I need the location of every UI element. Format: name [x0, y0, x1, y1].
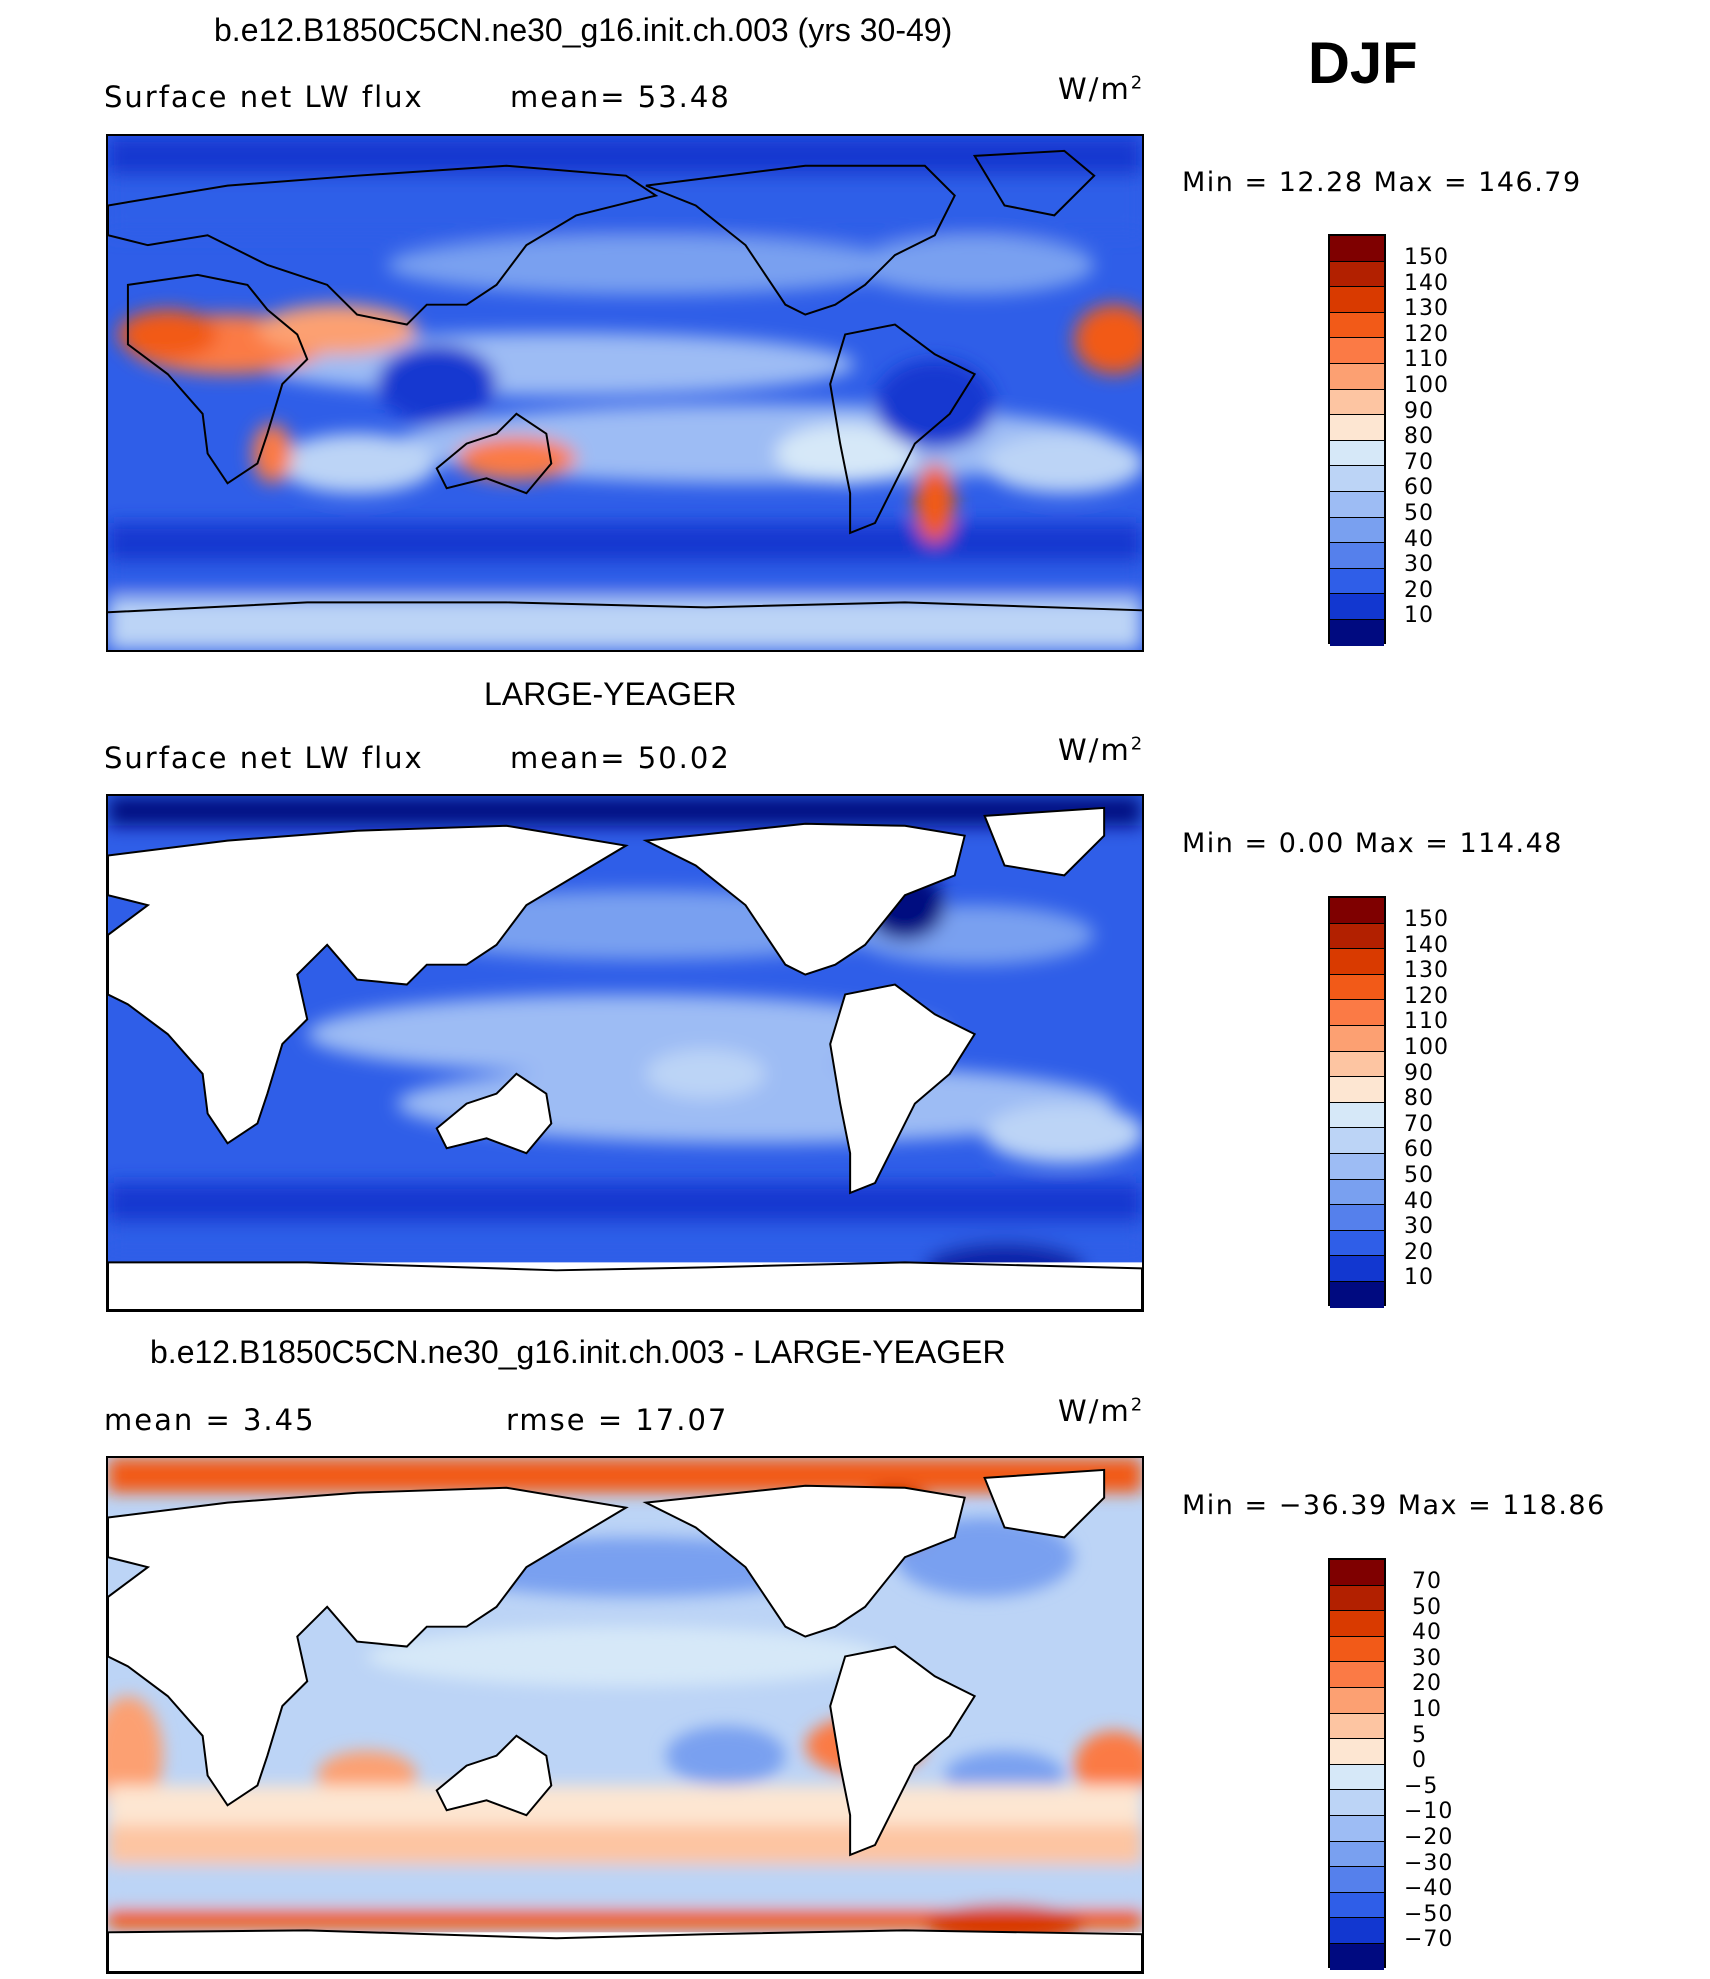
panel1-cb-label: 30 [1404, 552, 1434, 577]
panel1-field-label: Surface net LW flux [104, 80, 424, 114]
panel2-cb-label: 140 [1404, 933, 1449, 958]
panel2-minmax: Min = 0.00 Max = 114.48 [1182, 828, 1563, 859]
panel1-colorbar [1328, 234, 1386, 646]
panel3-rmse-label: rmse = 17.07 [506, 1403, 729, 1437]
panel3-cb-label: −10 [1404, 1799, 1454, 1824]
panel3-cb-label: −20 [1404, 1825, 1454, 1850]
panel1-cb-label: 80 [1404, 424, 1434, 449]
panel2-cb-label: 120 [1404, 984, 1449, 1009]
panel2-cb-label: 150 [1404, 907, 1449, 932]
panel3-cb-label: 50 [1412, 1595, 1442, 1620]
panel1-cb-label: 130 [1404, 296, 1449, 321]
panel2-cb-label: 40 [1404, 1189, 1434, 1214]
panel3-cb-label: −5 [1404, 1774, 1439, 1799]
panel3-cb-label: 10 [1412, 1697, 1442, 1722]
panel2-cb-label: 90 [1404, 1061, 1434, 1086]
panel1-cb-label: 110 [1404, 347, 1449, 372]
panel3-minmax: Min = −36.39 Max = 118.86 [1182, 1490, 1606, 1521]
panel1-units: W/m2 [1058, 72, 1143, 106]
panel1-map [106, 134, 1144, 652]
panel1-cb-label: 140 [1404, 271, 1449, 296]
panel2-field-label: Surface net LW flux [104, 741, 424, 775]
panel2-title: LARGE-YEAGER [484, 676, 737, 712]
panel1-title: b.e12.B1850C5CN.ne30_g16.init.ch.003 (yr… [214, 12, 953, 48]
panel1-mean-label: mean= 53.48 [510, 80, 731, 114]
panel2-cb-label: 130 [1404, 958, 1449, 983]
panel3-title: b.e12.B1850C5CN.ne30_g16.init.ch.003 - L… [150, 1334, 1006, 1370]
panel3-cb-label: 0 [1412, 1748, 1427, 1773]
panel1-cb-label: 40 [1404, 527, 1434, 552]
panel3-colorbar [1328, 1558, 1386, 1970]
panel3-map [106, 1456, 1144, 1974]
panel2-cb-label: 30 [1404, 1214, 1434, 1239]
panel2-cb-label: 100 [1404, 1035, 1449, 1060]
panel3-cb-label: 20 [1412, 1671, 1442, 1696]
panel3-cb-label: −40 [1404, 1876, 1454, 1901]
panel3-units: W/m2 [1058, 1394, 1143, 1428]
panel3-cb-label: 40 [1412, 1620, 1442, 1645]
season-label: DJF [1308, 31, 1418, 96]
panel2-cb-label: 10 [1404, 1265, 1434, 1290]
panel3-cb-label: 70 [1412, 1569, 1442, 1594]
panel2-mean-label: mean= 50.02 [510, 741, 731, 775]
panel1-cb-label: 150 [1404, 245, 1449, 270]
panel2-colorbar [1328, 896, 1386, 1308]
panel2-cb-label: 110 [1404, 1009, 1449, 1034]
panel3-cb-label: −30 [1404, 1851, 1454, 1876]
panel3-mean-label: mean = 3.45 [104, 1403, 316, 1437]
panel2-map [106, 794, 1144, 1312]
panel1-minmax: Min = 12.28 Max = 146.79 [1182, 167, 1582, 198]
panel2-units: W/m2 [1058, 733, 1143, 767]
panel3-cb-label: 30 [1412, 1646, 1442, 1671]
panel2-cb-label: 60 [1404, 1137, 1434, 1162]
panel1-cb-label: 20 [1404, 578, 1434, 603]
panel3-cb-label: 5 [1412, 1723, 1427, 1748]
panel2-cb-label: 80 [1404, 1086, 1434, 1111]
panel1-cb-label: 50 [1404, 501, 1434, 526]
panel2-cb-label: 20 [1404, 1240, 1434, 1265]
panel1-cb-label: 120 [1404, 322, 1449, 347]
panel2-cb-label: 50 [1404, 1163, 1434, 1188]
panel1-cb-label: 70 [1404, 450, 1434, 475]
panel1-cb-label: 60 [1404, 475, 1434, 500]
panel2-cb-label: 70 [1404, 1112, 1434, 1137]
panel3-cb-label: −70 [1404, 1927, 1454, 1952]
panel1-cb-label: 10 [1404, 603, 1434, 628]
panel1-cb-label: 90 [1404, 399, 1434, 424]
panel1-cb-label: 100 [1404, 373, 1449, 398]
panel3-cb-label: −50 [1404, 1902, 1454, 1927]
